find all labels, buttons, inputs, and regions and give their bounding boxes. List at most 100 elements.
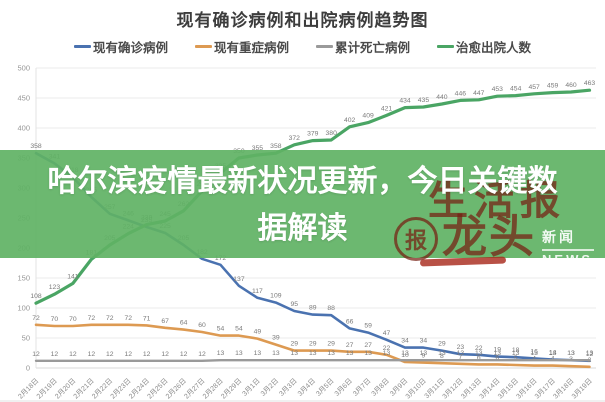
data-point-label: 13 xyxy=(475,350,483,357)
watermark-brand: 龙头 xyxy=(442,211,537,262)
y-axis-tick-label: 450 xyxy=(17,94,30,103)
data-point-label: 463 xyxy=(584,80,596,87)
data-point-label: 108 xyxy=(30,293,42,300)
data-point-label: 13 xyxy=(272,350,280,357)
data-point-label: 12 xyxy=(180,351,188,358)
data-point-label: 71 xyxy=(143,315,151,322)
data-point-label: 141 xyxy=(67,273,79,280)
data-point-label: 434 xyxy=(399,98,411,105)
y-axis-tick-label: 0 xyxy=(26,364,30,373)
data-point-label: 8 xyxy=(440,353,444,360)
data-point-label: 12 xyxy=(32,351,40,358)
legend-swatch-confirmed-icon xyxy=(73,45,91,48)
y-axis-tick-label: 150 xyxy=(17,274,30,283)
data-point-label: 13 xyxy=(327,350,335,357)
data-point-label: 12 xyxy=(161,351,169,358)
x-axis-tick-label: 3月5日 xyxy=(315,377,336,398)
data-point-label: 172 xyxy=(215,255,227,262)
data-point-label: 6 xyxy=(495,354,499,361)
data-point-label: 409 xyxy=(362,113,374,120)
data-point-label: 60 xyxy=(198,322,206,329)
watermark-subtitle-cn: 新闻 xyxy=(542,227,595,251)
data-point-label: 7 xyxy=(458,354,462,361)
data-point-label: 14 xyxy=(549,350,557,357)
data-point-label: 64 xyxy=(180,320,188,327)
data-point-label: 13 xyxy=(530,350,538,357)
data-point-label: 19 xyxy=(493,347,501,354)
data-point-label: 12 xyxy=(586,351,594,358)
data-point-label: 34 xyxy=(420,338,428,345)
legend-item-cured: 治愈出院人数 xyxy=(437,37,531,56)
watermark-newspaper-name: 生活报 xyxy=(428,179,566,223)
data-point-label: 29 xyxy=(291,341,299,348)
data-point-label: 22 xyxy=(475,345,483,352)
data-point-label: 380 xyxy=(326,130,338,137)
data-point-label: 13 xyxy=(364,350,372,357)
legend-label: 治愈出院人数 xyxy=(456,41,532,55)
legend-label: 现有确诊病例 xyxy=(92,41,168,55)
seal-icon: 报 xyxy=(394,217,438,261)
data-point-label: 13 xyxy=(401,350,409,357)
y-axis-tick-label: 500 xyxy=(17,64,30,73)
data-point-label: 13 xyxy=(291,350,299,357)
data-point-label: 402 xyxy=(344,117,356,124)
data-point-label: 54 xyxy=(235,326,243,333)
x-axis-tick-label: 3月3日 xyxy=(278,377,299,398)
x-axis-tick-label: 3月8日 xyxy=(370,377,391,398)
data-point-label: 440 xyxy=(436,94,448,101)
watermark-subtitle-en: NEWS xyxy=(542,252,594,267)
headline-banner xyxy=(0,150,605,258)
data-point-label: 27 xyxy=(364,342,372,349)
data-point-label: 13 xyxy=(512,350,520,357)
data-point-label: 12 xyxy=(51,351,59,358)
y-axis-tick-label: 400 xyxy=(17,124,30,133)
data-point-label: 39 xyxy=(272,335,280,342)
data-point-label: 12 xyxy=(143,351,151,358)
x-axis-tick-label: 3月1日 xyxy=(241,377,262,398)
data-point-label: 54 xyxy=(217,326,225,333)
headline-text: 哈尔滨疫情最新状况更新，今日关键数据解读 xyxy=(47,165,558,245)
legend-swatch-severe-icon xyxy=(194,45,212,48)
data-point-label: 72 xyxy=(88,315,96,322)
x-axis-tick-label: 3月7日 xyxy=(351,377,372,398)
data-point-label: 72 xyxy=(32,315,40,322)
data-point-label: 460 xyxy=(565,82,577,89)
data-point-label: 13 xyxy=(309,350,317,357)
legend-item-severe: 现有重症病例 xyxy=(194,37,289,56)
x-axis-tick-label: 2月29日 xyxy=(220,377,244,400)
data-point-label: 12 xyxy=(106,351,114,358)
line-severe xyxy=(34,323,591,369)
data-point-label: 16 xyxy=(530,348,538,355)
data-point-label: 13 xyxy=(235,350,243,357)
x-axis-tick-label: 3月19日 xyxy=(570,377,594,400)
chart-title: 现有确诊病例和出院病例趋势图 xyxy=(176,11,429,30)
data-point-label: 10 xyxy=(401,352,409,359)
x-axis-tick-label: 3月2日 xyxy=(259,377,280,398)
data-point-label: 123 xyxy=(49,284,61,291)
data-point-label: 66 xyxy=(346,318,354,325)
data-point-label: 12 xyxy=(198,351,206,358)
data-point-label: 27 xyxy=(346,342,354,349)
legend-item-deaths: 累计死亡病例 xyxy=(316,37,410,56)
data-point-label: 457 xyxy=(528,84,540,91)
data-point-label: 447 xyxy=(473,90,485,97)
data-point-label: 13 xyxy=(438,350,446,357)
data-point-label: 70 xyxy=(69,316,77,323)
data-point-label: 13 xyxy=(383,350,391,357)
watermark-subtitle: 新闻 NEWS xyxy=(542,227,595,267)
legend-swatch-cured-icon xyxy=(437,45,455,48)
data-point-label: 355 xyxy=(252,145,264,152)
data-point-label: 454 xyxy=(510,86,522,93)
data-point-label: 22 xyxy=(383,345,391,352)
data-point-label: 13 xyxy=(254,350,262,357)
data-point-label: 49 xyxy=(254,329,262,336)
data-point-label: 23 xyxy=(457,344,465,351)
data-point-label: 72 xyxy=(106,315,114,322)
data-point-label: 89 xyxy=(309,305,317,312)
data-point-label: 13 xyxy=(586,350,594,357)
data-point-label: 459 xyxy=(547,83,559,90)
data-point-label: 47 xyxy=(383,330,391,337)
data-point-label: 88 xyxy=(327,305,335,312)
